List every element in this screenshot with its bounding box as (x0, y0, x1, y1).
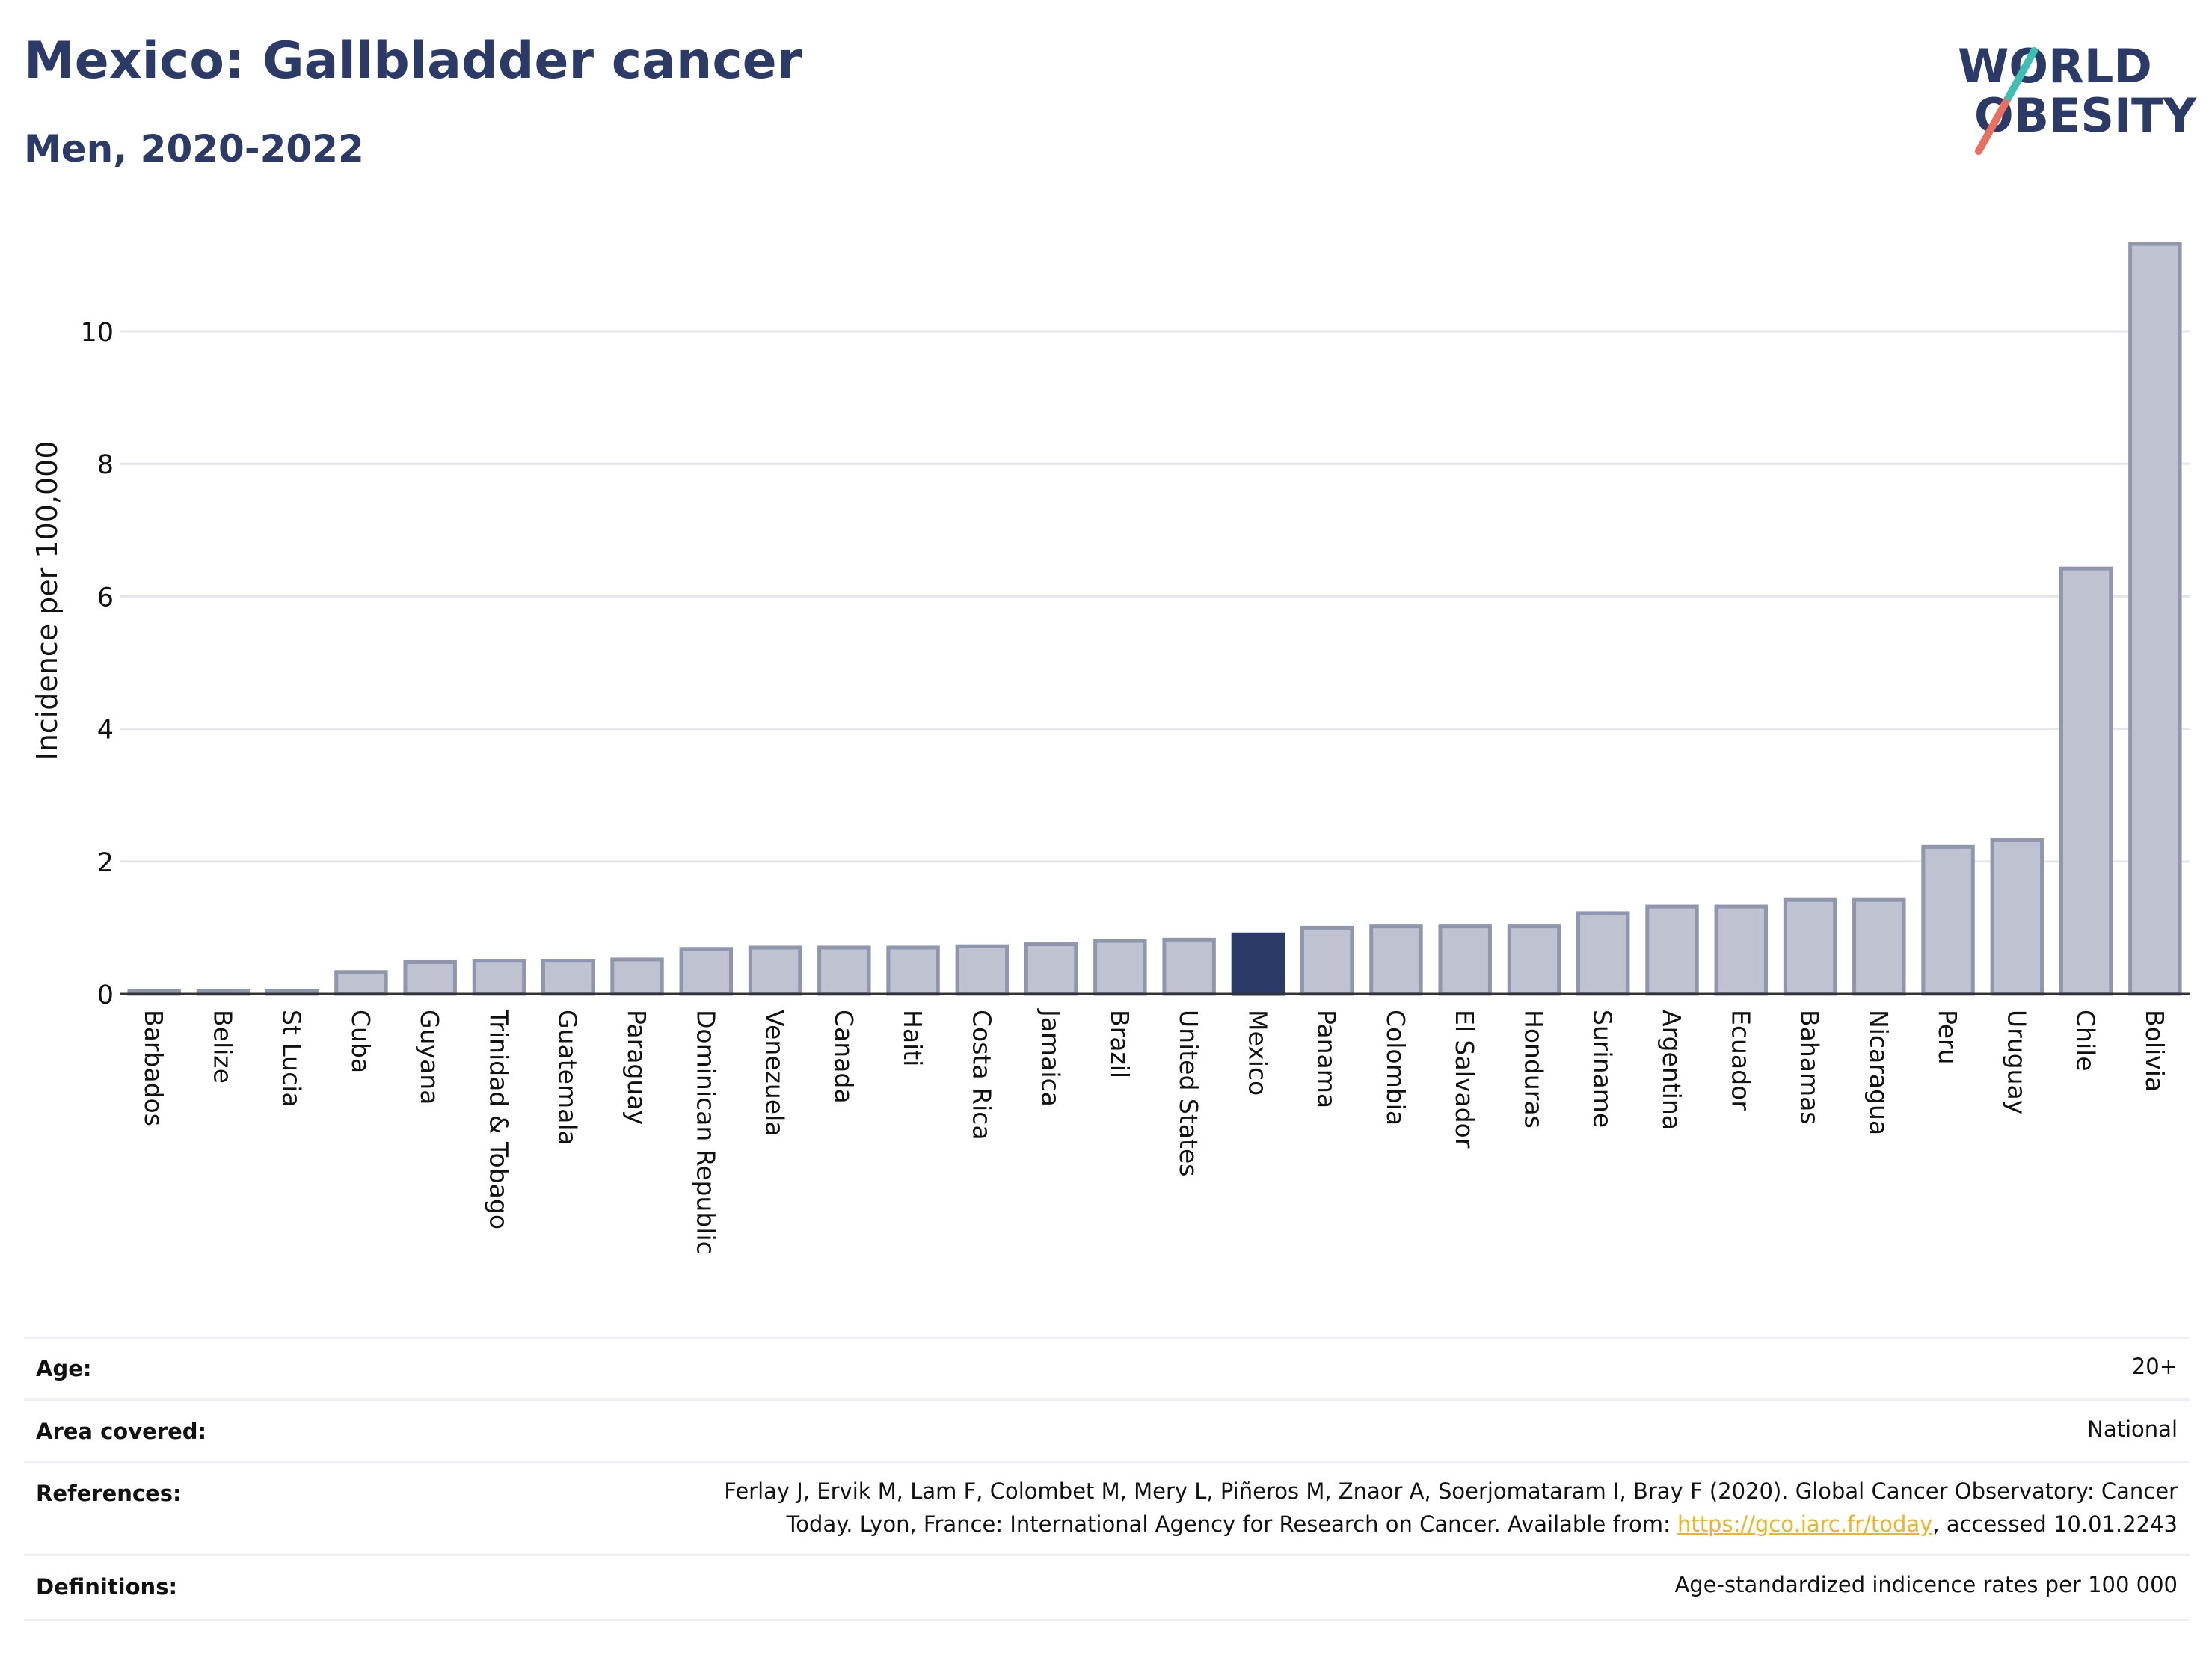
bar-colombia (1369, 924, 1423, 996)
x-tick-label: Nicaragua (1864, 1010, 1893, 1135)
chart-title: Mexico: Gallbladder cancer (24, 31, 802, 90)
x-tick-label: St Lucia (277, 1010, 307, 1108)
x-tick-label: Jamaica (1036, 1008, 1066, 1107)
info-row-references: References: Ferlay J, Ervik M, Lam F, Co… (24, 1461, 2190, 1556)
references-line-1: Ferlay J, Ervik M, Lam F, Colombet M, Me… (724, 1479, 2178, 1504)
bar-costa-rica (955, 944, 1010, 996)
x-tick-label: Dominican Republic (691, 1010, 720, 1255)
x-tick-label: Bahamas (1795, 1010, 1825, 1125)
age-label: Age: (36, 1356, 92, 1381)
definitions-value: Age-standardized indicence rates per 100… (1674, 1572, 2178, 1597)
x-tick-label: Cuba (346, 1010, 375, 1073)
x-tick-label: Uruguay (2002, 1010, 2031, 1114)
bar-honduras (1507, 924, 1561, 996)
x-tick-label: Brazil (1105, 1010, 1134, 1078)
x-tick-label: Ecuador (1726, 1010, 1755, 1111)
bar-suriname (1576, 911, 1630, 996)
x-tick-label: Colombia (1381, 1010, 1410, 1126)
info-row-area: Area covered: National (24, 1398, 2190, 1462)
y-axis-label: Incidence per 100,000 (31, 440, 64, 760)
bar-jamaica (1024, 942, 1078, 996)
area-value: National (2087, 1416, 2178, 1442)
references-line-2-pre: Today. Lyon, France: International Agenc… (786, 1511, 1677, 1537)
x-tick-label: Argentina (1657, 1010, 1686, 1130)
bar-haiti (886, 945, 940, 996)
bar-argentina (1645, 904, 1699, 996)
bar-united-states (1162, 937, 1216, 996)
x-tick-label: Chile (2071, 1010, 2101, 1072)
references-link[interactable]: https://gco.iarc.fr/today (1677, 1511, 1933, 1537)
x-tick-label: Guatemala (553, 1010, 583, 1146)
y-tick-label: 0 (97, 980, 114, 1010)
y-tick-label: 2 (97, 848, 114, 878)
x-tick-label: Suriname (1588, 1010, 1617, 1128)
x-tick-label: Venezuela (761, 1010, 790, 1136)
info-row-age: Age: 20+ (24, 1337, 2190, 1399)
bar-bahamas (1783, 897, 1837, 996)
x-tick-label: Honduras (1519, 1010, 1548, 1129)
y-tick-label: 8 (97, 450, 114, 480)
x-tick-label: Peru (1933, 1010, 1962, 1065)
references-line-2-post: , accessed 10.01.2243 (1932, 1511, 2178, 1537)
x-tick-label: Haiti (898, 1010, 927, 1066)
bar-peru (1921, 844, 1975, 996)
x-tick-label: United States (1174, 1010, 1203, 1176)
bar-chile (2059, 566, 2113, 996)
bar-guyana (403, 959, 457, 996)
x-tick-label: Costa Rica (967, 1010, 996, 1140)
bar-panama (1300, 925, 1354, 996)
y-tick-label: 6 (97, 583, 114, 612)
bar-venezuela (748, 945, 802, 996)
y-tick-label: 10 (80, 318, 114, 348)
bar-el-salvador (1438, 924, 1492, 996)
bar-mexico (1231, 932, 1285, 996)
x-tick-label: Panama (1312, 1010, 1342, 1108)
bar-cuba (334, 970, 388, 996)
x-tick-label: Barbados (139, 1010, 168, 1126)
bar-guatemala (541, 959, 595, 996)
bar-ecuador (1714, 904, 1768, 996)
bar-canada (817, 945, 871, 996)
references-label: References: (36, 1481, 182, 1506)
age-value: 20+ (2131, 1354, 2178, 1379)
definitions-label: Definitions: (36, 1574, 178, 1600)
x-tick-label: Trinidad & Tobago (484, 1009, 513, 1229)
bar-trinidad-tobago (472, 959, 526, 996)
x-tick-label: Canada (829, 1010, 858, 1104)
logo-slash-icon (1975, 47, 2038, 155)
world-obesity-logo: WORLD OBESITY (1944, 30, 2199, 165)
chart-subtitle: Men, 2020-2022 (24, 127, 364, 171)
bar-nicaragua (1852, 897, 1906, 996)
x-tick-label: El Salvador (1450, 1010, 1479, 1149)
x-tick-label: Paraguay (622, 1010, 651, 1125)
bar-uruguay (1990, 838, 2044, 996)
x-tick-label: Belize (208, 1010, 237, 1084)
bar-chart: Barbados Belize St Lucia Cuba Guyana Trinidad… (31, 242, 2190, 1255)
x-tick-label: Mexico (1243, 1010, 1272, 1096)
bar-brazil (1093, 939, 1147, 996)
info-row-definitions: Definitions: Age-standardized indicence … (24, 1554, 2190, 1621)
bar-bolivia (2128, 242, 2182, 996)
y-tick-label: 4 (97, 716, 114, 746)
x-tick-label: Guyana (415, 1010, 444, 1105)
bar-paraguay (610, 957, 664, 996)
references-line-2: Today. Lyon, France: International Agenc… (724, 1508, 2178, 1541)
x-tick-label: Bolivia (2140, 1010, 2169, 1092)
logo-line-1: WORLD (1958, 39, 2152, 93)
area-label: Area covered: (36, 1419, 207, 1444)
references-text: Ferlay J, Ervik M, Lam F, Colombet M, Me… (724, 1475, 2178, 1541)
bar-dominican-republic (679, 947, 733, 996)
